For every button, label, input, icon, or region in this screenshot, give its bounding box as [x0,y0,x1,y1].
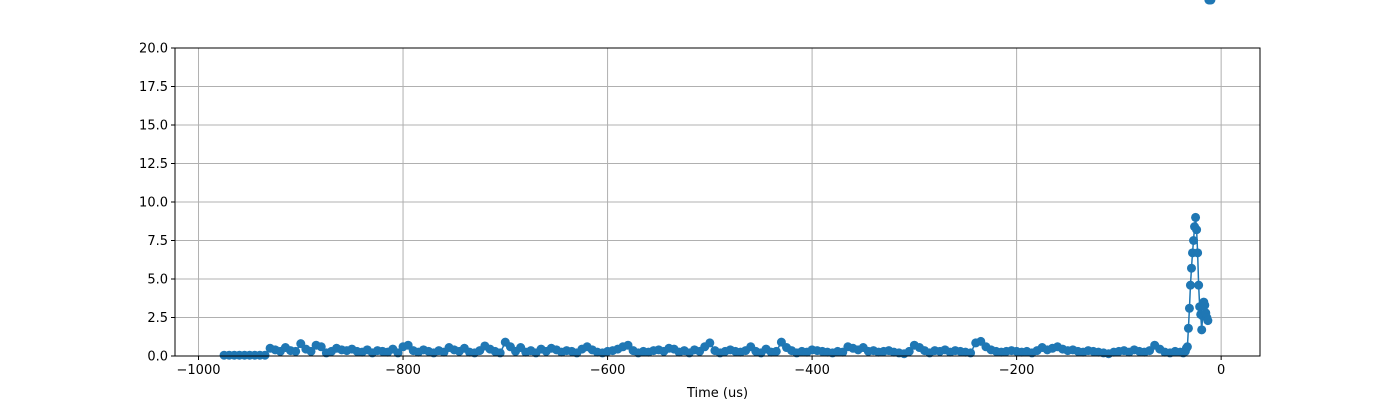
x-tick-label: 0 [1217,363,1225,378]
y-tick-label: 10.0 [139,196,168,211]
y-tick-label: 15.0 [139,119,168,134]
data-point [1186,281,1195,290]
x-axis-label: Time (us) [686,386,748,400]
data-point [1185,304,1194,313]
data-point [1197,325,1206,334]
x-tick-label: −600 [590,363,626,378]
y-tick-label: 0.0 [147,350,168,365]
data-point [1194,281,1203,290]
data-point [1191,213,1200,222]
x-tick-label: −200 [999,363,1035,378]
data-point [772,347,781,356]
y-tick-label: 12.5 [139,157,168,172]
data-point [1187,264,1196,273]
x-tick-label: −1000 [177,363,221,378]
data-point [1200,301,1209,310]
data-point [1189,236,1198,245]
data-point [1203,316,1212,325]
data-point [1193,248,1202,257]
y-tick-label: 7.5 [147,234,168,249]
x-tick-label: −800 [385,363,421,378]
y-tick-label: 17.5 [139,80,168,95]
y-tick-label: 2.5 [147,311,168,326]
data-point [1184,324,1193,333]
y-tick-label: 20.0 [139,42,168,57]
y-tick-label: 5.0 [147,273,168,288]
data-point [1192,225,1201,234]
x-tick-label: −400 [794,363,830,378]
data-point [705,338,714,347]
data-point [291,347,300,356]
data-point [1183,342,1192,351]
